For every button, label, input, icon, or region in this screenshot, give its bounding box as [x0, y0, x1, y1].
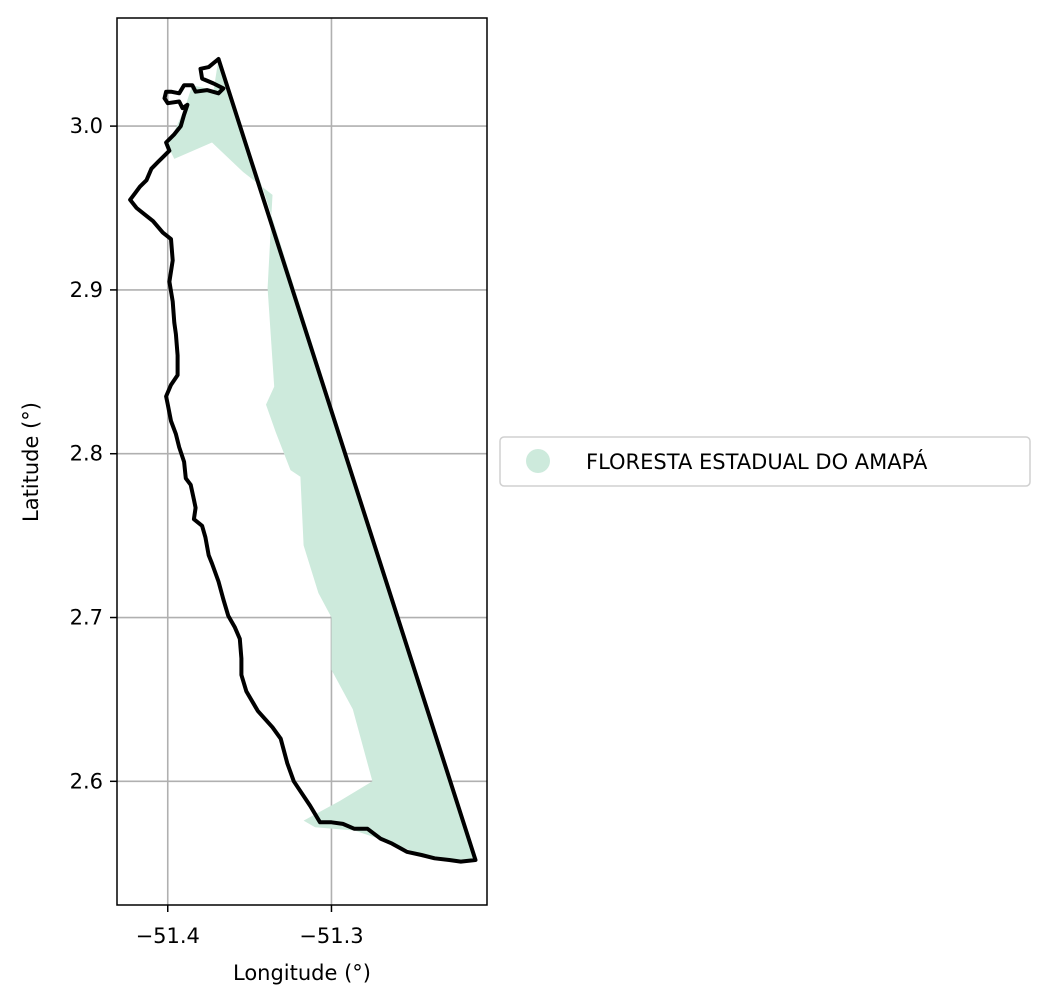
x-axis-label: Longitude (°): [233, 961, 371, 985]
plot-frame: [116, 17, 488, 906]
x-tick-label: −51.3: [299, 924, 363, 948]
legend-box: [499, 436, 1031, 487]
legend: FLORESTA ESTADUAL DO AMAPÁ: [499, 436, 1031, 487]
y-tick-label: 2.9: [70, 278, 103, 302]
forest-area-polygon: [167, 59, 476, 860]
map-layers: [128, 57, 478, 864]
boundary-outline: [128, 57, 478, 864]
y-tick-label: 3.0: [70, 114, 103, 138]
legend-label: FLORESTA ESTADUAL DO AMAPÁ: [586, 449, 928, 474]
y-tick-label: 2.7: [70, 606, 103, 630]
y-tick-label: 2.6: [70, 769, 103, 793]
y-axis-label: Latitude (°): [19, 402, 43, 522]
x-tick-label: −51.4: [136, 924, 200, 948]
y-tick-label: 2.8: [70, 442, 103, 466]
legend-marker: [526, 449, 550, 473]
axis-ticks: −51.4 −51.3 2.6 2.7 2.8 2.9 3.0: [70, 114, 364, 948]
